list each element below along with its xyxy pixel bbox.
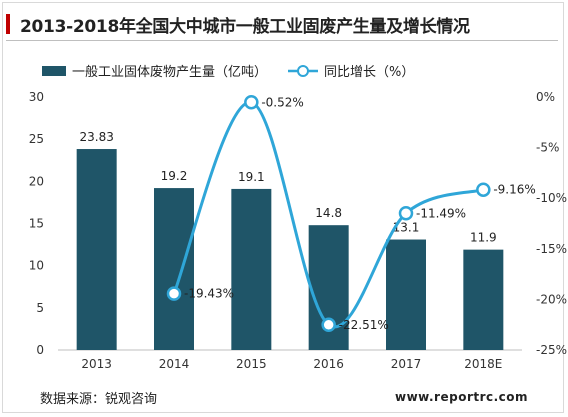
bars: [76, 149, 504, 350]
bar: [463, 249, 504, 350]
bar: [386, 239, 426, 350]
legend-label-bar: 一般工业固体废物产生量（亿吨）: [72, 64, 267, 80]
legend-swatch-bar: [42, 66, 66, 76]
left-axis-tick-label: 10: [29, 259, 44, 273]
growth-value-label: -19.43%: [184, 287, 234, 301]
bar: [231, 188, 272, 350]
left-axis-tick-label: 20: [29, 174, 44, 188]
right-axis-tick-label: -10%: [536, 191, 567, 205]
growth-value-label: -22.51%: [339, 318, 389, 332]
growth-value-label: -11.49%: [416, 206, 466, 220]
title-accent-bar: [6, 14, 10, 34]
x-axis: 2013 2014 2015 2016 2017 2018E: [58, 349, 522, 371]
site-watermark: www.reportrc.com: [395, 390, 529, 404]
x-axis-tick-label: 2013: [81, 357, 112, 371]
bar-labels: 23.83 19.2 19.1 14.8 13.1 11.9: [79, 130, 496, 245]
left-axis: 0 5 10 15 20 25 30: [29, 90, 44, 357]
x-axis-tick-label: 2014: [159, 357, 190, 371]
left-axis-tick-label: 0: [36, 343, 44, 357]
bar: [76, 149, 117, 350]
growth-points: [166, 95, 491, 333]
bar-value-label: 19.2: [161, 169, 188, 183]
legend-swatch-marker: [297, 65, 309, 77]
growth-point: [398, 206, 414, 221]
legend-label-line: 同比增长（%）: [324, 65, 414, 80]
right-axis-tick-label: -5%: [536, 141, 559, 155]
title-divider: [6, 40, 558, 41]
x-axis-tick-label: 2017: [391, 357, 422, 371]
bar-value-label: 23.83: [79, 130, 113, 144]
x-axis-tick-label: 2015: [236, 357, 267, 371]
left-axis-tick-label: 15: [29, 217, 44, 231]
growth-point: [321, 317, 336, 333]
left-axis-tick-label: 25: [29, 132, 44, 146]
growth-point: [166, 286, 182, 301]
chart-frame: [2, 2, 564, 413]
bar-value-label: 19.1: [238, 170, 265, 184]
right-axis: -25% -20% -15% -10% -5% 0%: [536, 90, 567, 357]
growth-point: [476, 182, 491, 197]
chart-title: 2013-2018年全国大中城市一般工业固废产生量及增长情况: [20, 17, 470, 37]
bar-value-label: 13.1: [393, 221, 420, 235]
growth-point: [244, 95, 259, 110]
x-axis-tick-label: 2016: [313, 357, 344, 371]
growth-labels: -19.43% -0.52% -22.51% -11.49% -9.16%: [184, 95, 536, 332]
right-axis-tick-label: -15%: [536, 242, 567, 256]
bar-value-label: 14.8: [315, 206, 342, 220]
data-source: 数据来源：锐观咨询: [40, 392, 158, 407]
left-axis-tick-label: 5: [36, 301, 44, 315]
legend: 一般工业固体废物产生量（亿吨） 同比增长（%）: [42, 64, 414, 80]
growth-value-label: -0.52%: [261, 95, 303, 109]
right-axis-tick-label: -25%: [536, 343, 567, 357]
growth-value-label: -9.16%: [493, 183, 535, 197]
bar-value-label: 11.9: [470, 231, 497, 245]
left-axis-tick-label: 30: [29, 90, 44, 104]
bar: [154, 188, 194, 350]
right-axis-tick-label: -20%: [536, 292, 567, 306]
x-axis-tick-label: 2018E: [464, 357, 502, 371]
right-axis-tick-label: 0%: [536, 90, 555, 104]
